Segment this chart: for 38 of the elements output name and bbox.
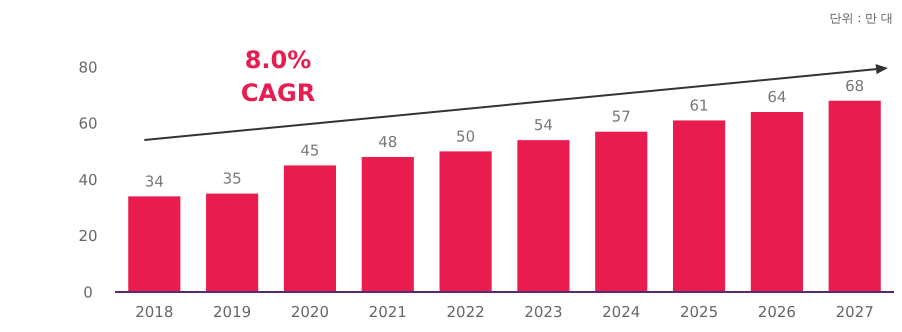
bar <box>750 112 803 292</box>
x-tick-label: 2019 <box>213 303 252 321</box>
x-tick-label: 2020 <box>290 303 330 321</box>
y-tick-label: 60 <box>78 114 98 132</box>
data-label: 34 <box>144 172 164 190</box>
x-tick-label: 2018 <box>135 303 174 321</box>
bar <box>128 196 180 292</box>
x-tick-label: 2027 <box>836 303 874 321</box>
bar <box>284 165 336 292</box>
x-tick-label: 2025 <box>680 303 718 321</box>
data-label: 68 <box>845 76 864 95</box>
data-label: 57 <box>612 108 631 126</box>
bar <box>206 194 258 292</box>
x-tick-label: 2022 <box>446 303 485 321</box>
data-label: 54 <box>534 116 553 134</box>
y-tick-label: 0 <box>83 283 93 302</box>
data-label: 61 <box>690 96 709 114</box>
x-tick-label: 2024 <box>602 303 640 321</box>
x-tick-label: 2021 <box>368 303 407 321</box>
bar <box>828 100 881 292</box>
x-tick-label: 2026 <box>758 303 796 321</box>
data-label: 45 <box>300 141 320 160</box>
data-label: 50 <box>456 127 476 146</box>
x-tick-label: 2023 <box>524 303 563 321</box>
y-tick-label: 40 <box>78 170 98 189</box>
annotation: 8.0% <box>244 46 312 74</box>
text: 단위 : 만 대 <box>830 11 893 25</box>
bar <box>595 132 648 292</box>
bar <box>440 151 492 292</box>
annotation: CAGR <box>240 79 316 107</box>
bar <box>362 157 414 292</box>
data-label: 48 <box>378 133 398 151</box>
y-tick-label: 20 <box>78 227 98 245</box>
data-label: 35 <box>222 170 242 188</box>
data-label: 64 <box>767 88 786 106</box>
y-tick-label: 80 <box>78 58 98 76</box>
bar <box>672 120 726 292</box>
bar <box>517 140 570 292</box>
